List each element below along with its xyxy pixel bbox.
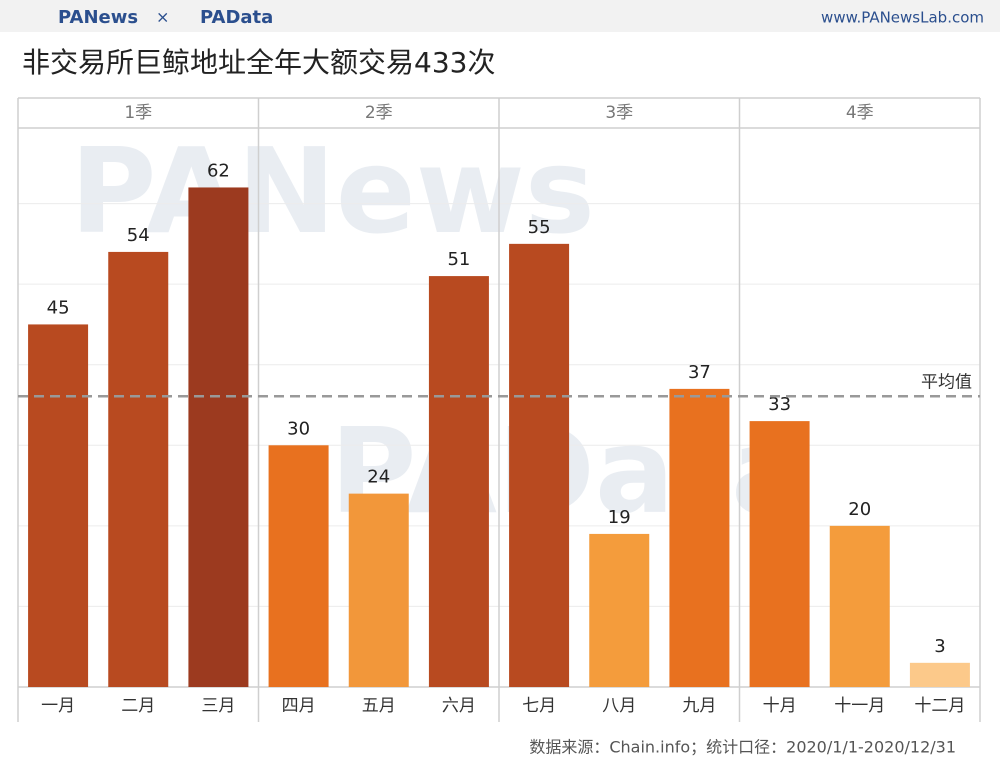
watermark: PAData: [330, 402, 811, 540]
bar: [428, 276, 489, 687]
group-label: 2季: [365, 103, 393, 123]
x-tick-label: 十二月: [914, 696, 965, 716]
bar: [108, 251, 169, 687]
bar: [589, 533, 650, 687]
logo-separator: ×: [156, 8, 169, 27]
x-tick-label: 四月: [282, 696, 316, 716]
value-label: 45: [47, 297, 70, 318]
logo-left: PANews: [58, 7, 138, 28]
x-tick-label: 五月: [362, 696, 396, 716]
bar: [348, 493, 409, 687]
bar: [509, 243, 570, 687]
site-url: www.PANewsLab.com: [821, 9, 984, 27]
chart-title: 非交易所巨鲸地址全年大额交易433次: [22, 46, 495, 79]
bar: [749, 421, 810, 687]
bar: [188, 187, 249, 687]
x-tick-label: 八月: [602, 696, 636, 716]
value-label: 51: [447, 249, 470, 270]
value-label: 54: [127, 225, 150, 246]
group-label: 4季: [846, 103, 874, 123]
value-label: 20: [848, 499, 871, 520]
value-label: 19: [608, 507, 631, 528]
value-label: 55: [528, 217, 551, 238]
value-label: 24: [367, 467, 390, 488]
x-tick-label: 十一月: [834, 696, 885, 716]
logo-right: PAData: [200, 7, 273, 28]
x-tick-label: 一月: [41, 696, 75, 716]
average-label: 平均值: [921, 372, 972, 392]
bar: [669, 388, 730, 687]
watermark: PANews: [70, 122, 595, 260]
value-label: 62: [207, 160, 230, 181]
value-label: 3: [934, 636, 945, 657]
bar: [28, 324, 89, 687]
x-tick-label: 七月: [522, 696, 556, 716]
x-tick-label: 三月: [201, 696, 235, 716]
bar: [268, 445, 329, 687]
value-label: 37: [688, 362, 711, 383]
bar: [829, 525, 890, 687]
value-label: 30: [287, 418, 310, 439]
bar: [909, 662, 970, 687]
x-tick-label: 十月: [763, 696, 797, 716]
header-bar: [0, 0, 1000, 32]
value-label: 33: [768, 394, 791, 415]
group-label: 3季: [605, 103, 633, 123]
x-tick-label: 九月: [682, 696, 716, 716]
source-note: 数据来源：Chain.info；统计口径：2020/1/1-2020/12/31: [529, 738, 956, 757]
x-tick-label: 六月: [442, 696, 476, 716]
group-label: 1季: [124, 103, 152, 123]
x-tick-label: 二月: [121, 696, 155, 716]
